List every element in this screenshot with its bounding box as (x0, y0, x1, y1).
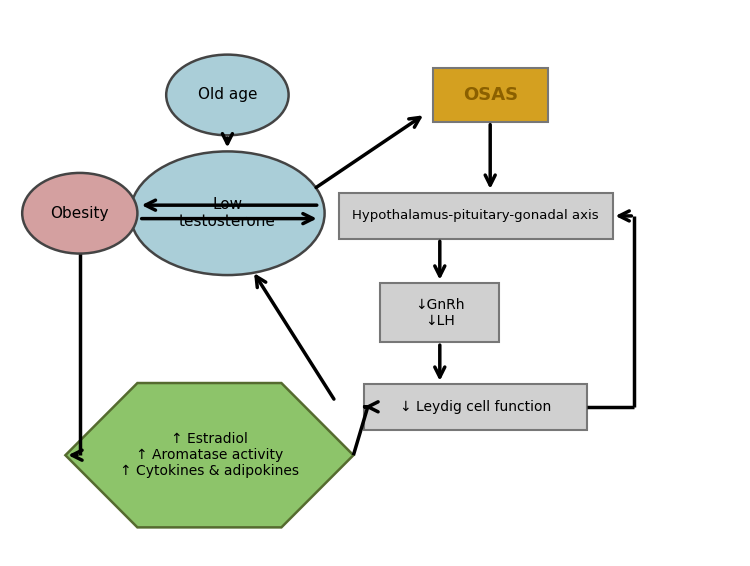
Polygon shape (65, 383, 353, 528)
Text: Old age: Old age (198, 87, 257, 102)
FancyBboxPatch shape (433, 68, 548, 122)
FancyBboxPatch shape (339, 193, 613, 239)
Text: ↓GnRh
↓LH: ↓GnRh ↓LH (415, 298, 464, 328)
Ellipse shape (130, 152, 325, 275)
Text: ↓ Leydig cell function: ↓ Leydig cell function (400, 400, 551, 414)
Text: Obesity: Obesity (50, 205, 109, 221)
FancyBboxPatch shape (380, 283, 500, 342)
FancyBboxPatch shape (364, 384, 587, 430)
Text: Hypothalamus-pituitary-gonadal axis: Hypothalamus-pituitary-gonadal axis (352, 209, 599, 222)
Ellipse shape (22, 173, 137, 254)
Text: Low
testosterone: Low testosterone (179, 197, 276, 229)
Text: OSAS: OSAS (463, 86, 518, 104)
Text: ↑ Estradiol
↑ Aromatase activity
↑ Cytokines & adipokines: ↑ Estradiol ↑ Aromatase activity ↑ Cytok… (120, 432, 299, 478)
Ellipse shape (166, 55, 289, 135)
